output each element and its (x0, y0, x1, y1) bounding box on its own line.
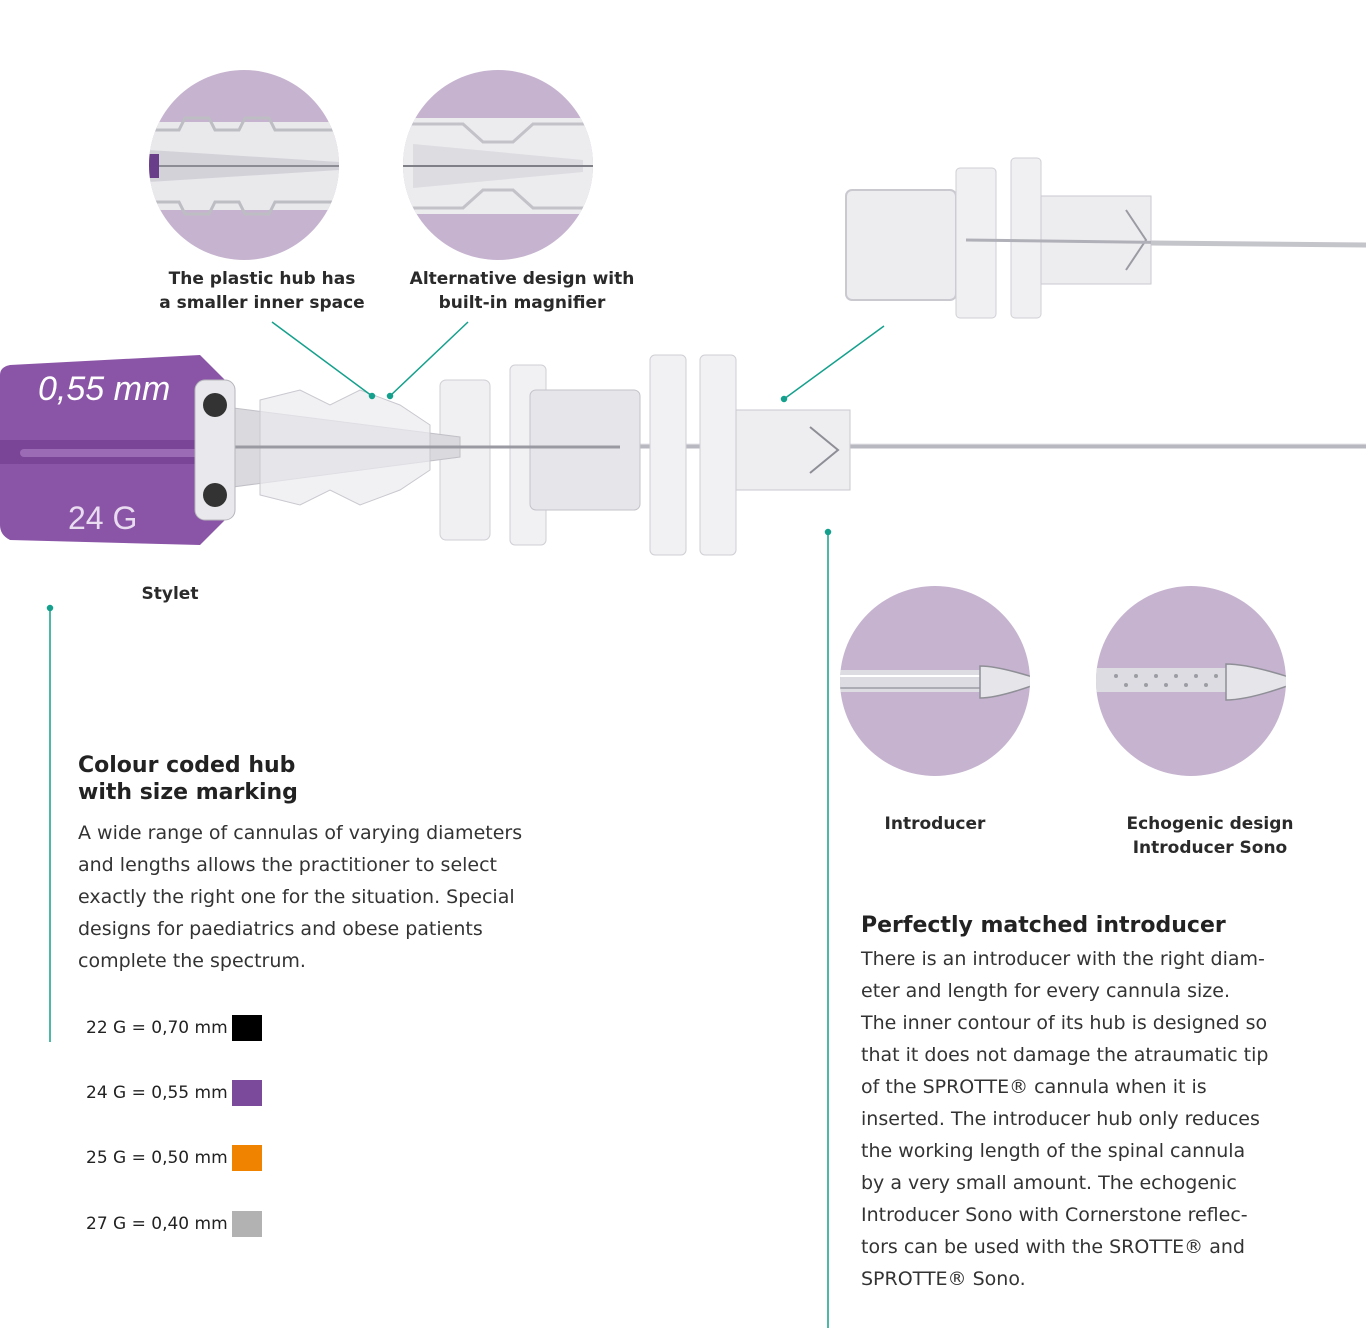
plastic-hub-caption: The plastic hub has a smaller inner spac… (159, 269, 365, 313)
colour-section-body: A wide range of cannulas of varying diam… (78, 822, 523, 972)
hub-size-mm-label: 0,55 mm (38, 370, 171, 408)
plastic-hub-detail-image (149, 70, 339, 260)
legend-row-25g: 25 G = 0,50 mm (86, 1145, 262, 1171)
hub-gauge-label: 24 G (68, 500, 138, 536)
echogenic-caption: Echogenic design Introducer Sono (1126, 814, 1294, 858)
legend-row-27g: 27 G = 0,40 mm (86, 1211, 262, 1237)
legend-row-22g: 22 G = 0,70 mm (86, 1015, 262, 1041)
colour-section-heading: Colour coded hub with size marking (78, 753, 298, 805)
legend-swatch (232, 1015, 262, 1041)
introducer-caption: Introducer (884, 814, 986, 834)
legend-label: 22 G = 0,70 mm (86, 1018, 228, 1038)
introducer-hub-image (845, 157, 1366, 319)
legend-label: 27 G = 0,40 mm (86, 1214, 228, 1234)
spinal-cannula-image (0, 354, 1366, 556)
echogenic-tip-image (1096, 586, 1286, 776)
legend-swatch (232, 1211, 262, 1237)
stylet-caption: Stylet (141, 584, 199, 604)
magnifier-caption: Alternative design with built-in magnifi… (409, 269, 635, 313)
magnifier-detail-image (403, 70, 593, 260)
legend-swatch (232, 1080, 262, 1106)
legend-label: 24 G = 0,55 mm (86, 1083, 228, 1103)
legend-swatch (232, 1145, 262, 1171)
legend-label: 25 G = 0,50 mm (86, 1148, 228, 1168)
introducer-section-heading: Perfectly matched introducer (861, 913, 1226, 938)
legend-row-24g: 24 G = 0,55 mm (86, 1080, 262, 1106)
introducer-section-body: There is an introducer with the right di… (861, 948, 1269, 1290)
introducer-tip-image (840, 586, 1030, 776)
